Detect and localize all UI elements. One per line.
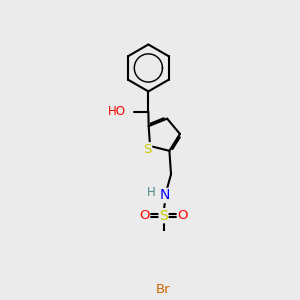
- Text: O: O: [178, 209, 188, 222]
- Text: Br: Br: [156, 284, 171, 296]
- Text: O: O: [139, 209, 149, 222]
- Text: H: H: [147, 186, 156, 199]
- Text: S: S: [143, 143, 152, 156]
- Text: N: N: [160, 188, 170, 203]
- Text: HO: HO: [108, 105, 126, 118]
- Text: S: S: [159, 209, 168, 223]
